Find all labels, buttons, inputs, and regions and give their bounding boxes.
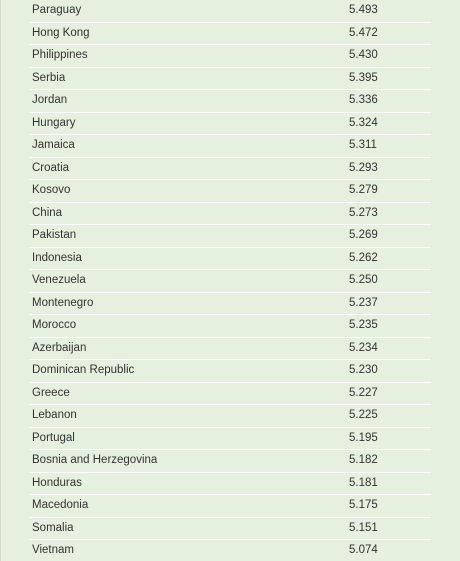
country-score: 5.235 bbox=[349, 319, 378, 331]
table-row: Morocco 5.235 bbox=[29, 315, 431, 338]
table-row: Venezuela 5.250 bbox=[29, 270, 431, 293]
table-row: Serbia 5.395 bbox=[29, 68, 431, 90]
country-name: Azerbaijan bbox=[32, 341, 87, 354]
country-score: 5.493 bbox=[349, 4, 378, 16]
country-name: Bosnia and Herzegovina bbox=[32, 454, 158, 466]
country-score: 5.195 bbox=[349, 431, 378, 444]
country-score: 5.311 bbox=[349, 139, 377, 151]
country-score: 5.262 bbox=[349, 251, 378, 264]
country-name: Vietnam bbox=[32, 544, 74, 556]
country-score: 5.269 bbox=[349, 229, 378, 241]
table-row: Indonesia 5.262 bbox=[29, 248, 431, 270]
country-name: Dominican Republic bbox=[32, 364, 135, 376]
table-row: Lebanon 5.225 bbox=[29, 405, 431, 428]
table-row: Jordan 5.336 bbox=[29, 90, 431, 113]
country-score: 5.151 bbox=[349, 521, 378, 534]
country-score: 5.227 bbox=[349, 386, 378, 399]
country-score: 5.293 bbox=[349, 161, 378, 174]
country-score: 5.472 bbox=[349, 26, 378, 39]
country-name: Serbia bbox=[32, 71, 66, 84]
country-score: 5.324 bbox=[349, 116, 378, 129]
table-row: Portugal 5.195 bbox=[29, 428, 431, 450]
country-score: 5.336 bbox=[349, 94, 378, 106]
table-row: Paraguay 5.493 bbox=[29, 0, 431, 23]
country-score: 5.430 bbox=[349, 49, 378, 61]
country-name: Paraguay bbox=[32, 4, 82, 16]
country-score: 5.182 bbox=[349, 454, 378, 466]
table-row: Hungary 5.324 bbox=[29, 113, 431, 135]
country-name: Pakistan bbox=[32, 229, 77, 241]
country-score: 5.230 bbox=[349, 364, 378, 376]
table-row: Kosovo 5.279 bbox=[29, 180, 431, 203]
country-name: Montenegro bbox=[32, 296, 94, 309]
country-name: China bbox=[32, 206, 63, 219]
country-score: 5.395 bbox=[349, 71, 378, 84]
country-name: Kosovo bbox=[32, 184, 71, 196]
table-row: Montenegro 5.237 bbox=[29, 293, 431, 315]
country-score: 5.237 bbox=[349, 296, 378, 309]
country-name: Indonesia bbox=[32, 251, 82, 264]
country-name: Honduras bbox=[32, 476, 82, 489]
table-row: Vietnam 5.074 bbox=[29, 540, 431, 561]
country-score: 5.225 bbox=[349, 409, 378, 421]
table-row: Somalia 5.151 bbox=[29, 518, 431, 540]
country-score: 5.181 bbox=[349, 476, 378, 489]
country-score: 5.074 bbox=[349, 544, 378, 556]
country-score: 5.234 bbox=[349, 341, 378, 354]
table-row: Dominican Republic 5.230 bbox=[29, 360, 431, 383]
country-name: Portugal bbox=[32, 431, 75, 444]
table-row: Azerbaijan 5.234 bbox=[29, 338, 431, 360]
table-row: Macedonia 5.175 bbox=[29, 495, 431, 518]
country-name: Somalia bbox=[32, 521, 74, 534]
country-name: Jamaica bbox=[32, 139, 75, 151]
country-score: 5.175 bbox=[349, 499, 378, 511]
table-row: Jamaica 5.311 bbox=[29, 135, 431, 158]
table-row: Greece 5.227 bbox=[29, 383, 431, 405]
score-table: Paraguay 5.493 Hong Kong 5.472 Philippines 5.… bbox=[29, 0, 431, 561]
country-name: Hungary bbox=[32, 116, 76, 129]
country-name: Venezuela bbox=[32, 274, 86, 286]
country-score: 5.273 bbox=[349, 206, 378, 219]
table-row: Croatia 5.293 bbox=[29, 158, 431, 180]
table-row: Philippines 5.430 bbox=[29, 45, 431, 68]
country-name: Jordan bbox=[32, 94, 68, 106]
table-row: Pakistan 5.269 bbox=[29, 225, 431, 248]
table-row: China 5.273 bbox=[29, 203, 431, 225]
country-score: 5.250 bbox=[349, 274, 378, 286]
country-name: Greece bbox=[32, 386, 70, 399]
country-name: Macedonia bbox=[32, 499, 89, 511]
country-name: Lebanon bbox=[32, 409, 77, 421]
table-row: Hong Kong 5.472 bbox=[29, 23, 431, 45]
country-score: 5.279 bbox=[349, 184, 378, 196]
country-name: Croatia bbox=[32, 161, 70, 174]
country-name: Morocco bbox=[32, 319, 77, 331]
country-name: Hong Kong bbox=[32, 26, 90, 39]
country-name: Philippines bbox=[32, 49, 88, 61]
table-row: Bosnia and Herzegovina 5.182 bbox=[29, 450, 431, 473]
table-row: Honduras 5.181 bbox=[29, 473, 431, 495]
